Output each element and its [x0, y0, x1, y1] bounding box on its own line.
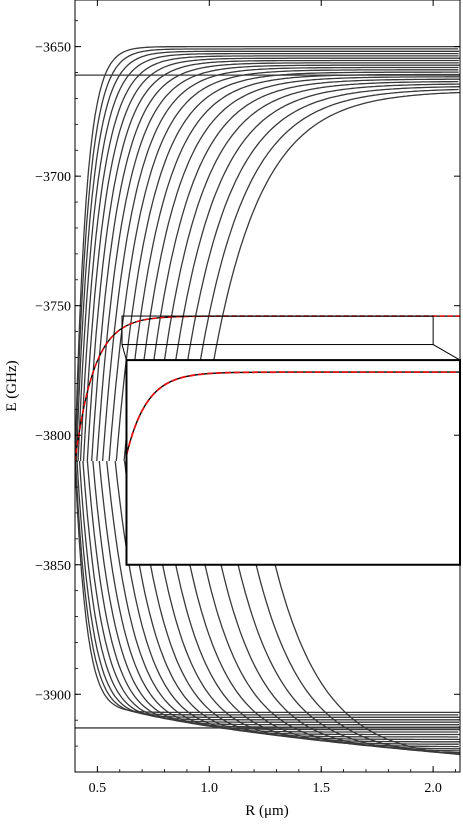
- y-tick-label: −3850: [35, 559, 71, 574]
- lower-manifold-curve: [106, 461, 459, 733]
- upper-manifold-curve: [91, 62, 459, 462]
- upper-manifold-curve: [184, 88, 459, 462]
- lower-manifold-curve: [76, 461, 460, 718]
- upper-manifold-curve: [115, 71, 459, 462]
- lower-manifold-curve: [114, 461, 460, 736]
- plot-frame: [74, 0, 461, 773]
- ticks-layer: 0.5 1.0 1.5 2.0 −3650 −3700 −3750 −3800 −3850 −39…: [35, 0, 460, 796]
- upper-manifold-curve: [108, 69, 459, 462]
- upper-manifold-curve: [82, 57, 460, 462]
- x-tick-label: 2.0: [424, 781, 442, 796]
- y-axis-title: E (GHz): [4, 360, 20, 411]
- upper-manifold-curve: [197, 91, 460, 462]
- inset-layer: [121, 315, 462, 566]
- upper-manifold-curve: [96, 64, 460, 462]
- y-tick-label: −3750: [35, 300, 71, 315]
- upper-manifold-curve: [86, 59, 459, 462]
- inset-connector-right: [432, 344, 461, 361]
- upper-manifold-curve: [101, 66, 459, 462]
- x-tick-label: 1.5: [312, 781, 330, 796]
- y-tick-label: −3800: [35, 429, 71, 444]
- lower-manifold-curve: [78, 461, 460, 721]
- inset-source-box: [121, 315, 434, 346]
- upper-manifold-curve: [172, 86, 460, 462]
- upper-manifold-curve: [75, 50, 460, 462]
- lower-manifold-curve: [98, 461, 460, 731]
- inset-background: [126, 360, 461, 565]
- upper-manifold-curve: [131, 76, 460, 462]
- lower-manifold-curve: [235, 460, 460, 755]
- upper-manifold-curve: [79, 55, 459, 462]
- inset-connector-left: [121, 344, 127, 361]
- x-axis-title: R (μm): [245, 803, 288, 819]
- inset-curve-fit: [125, 371, 460, 456]
- upper-manifold-curve: [161, 83, 460, 462]
- lower-manifold-curve: [158, 461, 459, 745]
- upper-manifold-curve: [77, 52, 459, 462]
- upper-manifold-curve: [141, 78, 460, 462]
- y-tick-label: −3700: [35, 170, 71, 185]
- x-tick-label: 1.0: [201, 781, 219, 796]
- lower-manifold-curve: [82, 461, 459, 723]
- x-tick-label: 0.5: [89, 781, 107, 796]
- curves-layer: [75, 45, 460, 756]
- lower-manifold-curve: [253, 460, 460, 756]
- upper-manifold-curve: [75, 45, 460, 462]
- y-tick-label: −3900: [35, 688, 71, 703]
- upper-manifold-curve: [75, 48, 459, 462]
- upper-manifold-curve: [151, 80, 459, 462]
- y-tick-label: −3650: [35, 41, 71, 56]
